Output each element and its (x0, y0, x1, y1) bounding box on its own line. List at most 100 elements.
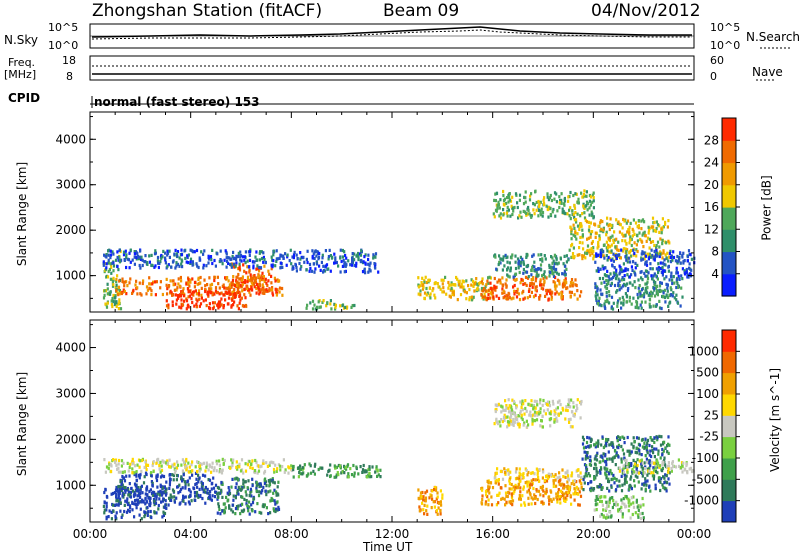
colorbar-tick-label: -25 (699, 430, 719, 444)
data-cell (620, 489, 624, 493)
data-cell (156, 255, 160, 260)
data-cell (198, 487, 201, 491)
data-cell (554, 287, 557, 291)
data-cell (521, 408, 524, 412)
data-cell (204, 284, 207, 288)
data-cell (566, 480, 569, 484)
data-cell (631, 467, 634, 472)
data-cell (615, 500, 618, 504)
data-cell (186, 479, 190, 483)
data-cell (133, 252, 136, 256)
data-cell (652, 229, 655, 233)
data-cell (513, 289, 516, 293)
data-cell (526, 490, 529, 494)
data-cell (681, 463, 684, 467)
data-cell (541, 414, 544, 418)
data-cell (569, 425, 572, 429)
data-cell (641, 218, 645, 222)
data-cell (318, 252, 321, 256)
data-cell (608, 237, 612, 241)
data-cell (609, 442, 613, 446)
data-cell (641, 482, 644, 486)
data-cell (209, 283, 212, 287)
data-cell (530, 192, 533, 196)
data-cell (605, 441, 608, 445)
data-cell (643, 292, 646, 296)
data-cell (519, 261, 522, 265)
data-cell (248, 265, 251, 269)
data-cell (635, 300, 638, 304)
data-cell (552, 481, 555, 485)
data-cell (335, 260, 338, 265)
data-cell (237, 251, 240, 255)
data-cell (197, 265, 200, 270)
data-cell (635, 467, 638, 471)
data-cell (617, 281, 620, 285)
data-cell (173, 500, 176, 504)
data-cell (161, 474, 164, 478)
data-cell (637, 296, 640, 300)
data-cell (663, 277, 666, 281)
data-cell (594, 445, 597, 449)
data-cell (173, 495, 176, 499)
data-cell (194, 465, 197, 469)
data-cell (502, 193, 505, 198)
data-cell (518, 479, 521, 483)
data-cell (548, 417, 551, 421)
data-cell (640, 453, 643, 457)
data-cell (231, 280, 234, 284)
data-cell (567, 476, 570, 480)
data-cell (493, 284, 496, 288)
data-cell (244, 462, 247, 466)
data-cell (224, 298, 227, 302)
data-cell (164, 258, 167, 262)
data-cell (539, 200, 542, 204)
data-cell (102, 260, 105, 264)
data-cell (166, 459, 169, 463)
data-cell (115, 495, 118, 499)
data-cell (172, 283, 175, 287)
data-cell (200, 250, 203, 254)
data-cell (198, 304, 201, 308)
data-cell (242, 471, 245, 475)
data-cell (647, 257, 650, 261)
data-cell (112, 503, 115, 507)
data-cell (573, 206, 577, 210)
data-cell (468, 288, 471, 292)
date-label: 04/Nov/2012 (591, 1, 701, 21)
data-cell (518, 475, 521, 479)
data-cell (569, 494, 572, 498)
data-cell (347, 475, 350, 479)
data-cell (274, 509, 277, 514)
data-cell (252, 281, 255, 285)
colorbar-swatch (722, 251, 736, 275)
data-cell (549, 417, 553, 421)
data-cell (158, 261, 161, 265)
data-cell (163, 505, 166, 510)
data-cell (621, 448, 624, 452)
data-cell (649, 240, 653, 244)
data-cell (240, 487, 243, 491)
data-cell (211, 461, 214, 465)
data-cell (239, 254, 242, 259)
data-cell (218, 286, 221, 290)
data-cell (208, 478, 212, 482)
data-cell (612, 240, 615, 245)
data-cell (299, 267, 302, 271)
data-cell (496, 204, 499, 208)
data-cell (191, 263, 194, 267)
data-cell (626, 435, 629, 440)
data-cell (494, 403, 497, 407)
data-cell (613, 230, 616, 234)
data-cell (146, 288, 149, 292)
data-cell (328, 248, 331, 252)
data-cell (645, 483, 648, 487)
data-cell (565, 267, 568, 271)
data-cell (625, 295, 628, 299)
data-cell (210, 465, 213, 469)
data-cell (115, 463, 118, 467)
data-cell (421, 283, 424, 288)
data-cell (207, 468, 210, 472)
data-cell (262, 275, 265, 279)
data-cell (590, 210, 593, 214)
